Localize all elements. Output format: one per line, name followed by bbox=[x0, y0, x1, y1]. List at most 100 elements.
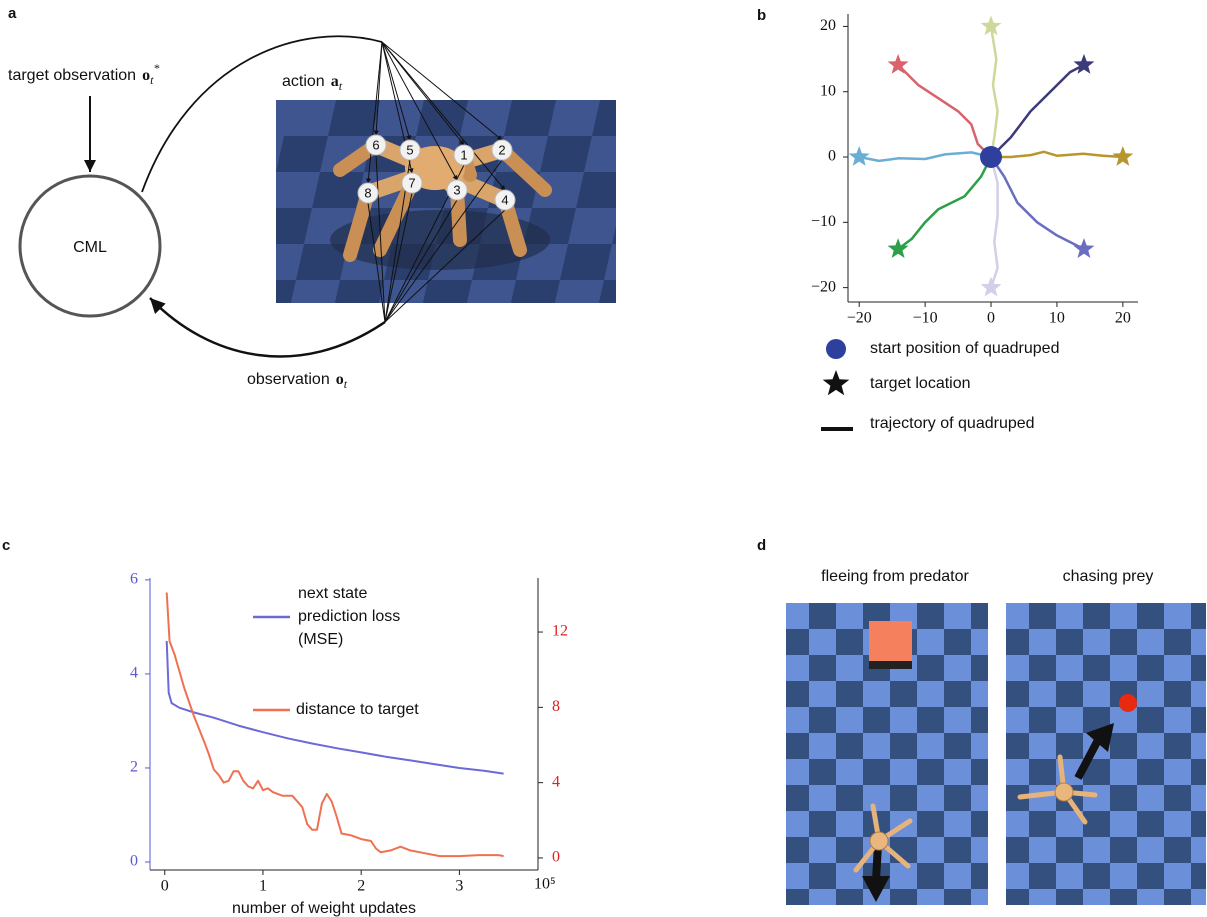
predator bbox=[869, 621, 912, 663]
legend-star bbox=[823, 370, 850, 395]
series-line bbox=[991, 65, 1084, 157]
board-tile bbox=[1029, 811, 1056, 837]
robot-image bbox=[244, 100, 680, 316]
board-tile bbox=[809, 603, 836, 629]
floor-tile bbox=[332, 280, 384, 316]
series-line bbox=[859, 152, 991, 161]
board-tile bbox=[1137, 603, 1164, 629]
target-text: target observation bbox=[8, 67, 136, 84]
y-tick-label: 2 bbox=[130, 759, 138, 776]
action-text: action bbox=[282, 73, 325, 90]
floor-tile bbox=[576, 172, 628, 208]
target-star bbox=[1112, 146, 1133, 166]
board-tile bbox=[944, 629, 971, 655]
board-tile bbox=[971, 655, 998, 681]
board-tile bbox=[1056, 837, 1083, 863]
board-tile bbox=[1191, 707, 1207, 733]
floor-tile bbox=[504, 100, 556, 136]
board-tile bbox=[890, 733, 917, 759]
series-line bbox=[991, 152, 1123, 157]
board-tile bbox=[809, 811, 836, 837]
board-tile bbox=[782, 785, 809, 811]
board-tile bbox=[917, 707, 944, 733]
panel-label: a bbox=[8, 5, 17, 22]
board-tile bbox=[917, 811, 944, 837]
x-axis-label: number of weight updates bbox=[232, 900, 416, 917]
board-tile bbox=[809, 759, 836, 785]
observation-text: observation bbox=[247, 371, 330, 388]
panel-label: b bbox=[757, 7, 766, 24]
board-tile bbox=[1002, 889, 1029, 915]
board-tile bbox=[836, 681, 863, 707]
board-tile bbox=[1110, 837, 1137, 863]
joint-label: 4 bbox=[501, 192, 508, 207]
legend-label: next state prediction loss (MSE) bbox=[298, 582, 428, 651]
target-symbol: o bbox=[142, 67, 150, 84]
floor-tile bbox=[312, 172, 364, 208]
board-tile bbox=[863, 759, 890, 785]
board-tile bbox=[1137, 707, 1164, 733]
board-tile bbox=[1191, 811, 1207, 837]
action-symbol: a bbox=[331, 73, 339, 90]
joint-label: 1 bbox=[460, 147, 467, 162]
board-tile bbox=[836, 785, 863, 811]
series-line bbox=[991, 157, 998, 288]
panel-label: c bbox=[2, 537, 10, 554]
prey bbox=[1119, 694, 1137, 712]
board-tile bbox=[917, 863, 944, 889]
model-label: CML bbox=[73, 239, 107, 256]
x-tick-label: 20 bbox=[1115, 310, 1131, 327]
board-tile bbox=[782, 889, 809, 915]
target-sub: t bbox=[150, 73, 154, 87]
joint-label: 3 bbox=[453, 182, 460, 197]
panel-title: chasing prey bbox=[1063, 568, 1154, 585]
board-tile bbox=[782, 733, 809, 759]
figure-svg: a b c d target observationot* CML action… bbox=[0, 0, 1207, 917]
floor-tile bbox=[276, 136, 328, 172]
legend-label: start position of quadruped bbox=[870, 340, 1059, 357]
board-tile bbox=[1191, 603, 1207, 629]
floor-tile bbox=[628, 136, 680, 172]
figure: a b c d target observationot* CML action… bbox=[0, 0, 1207, 917]
joint-label: 8 bbox=[364, 185, 371, 200]
floor-tile bbox=[612, 208, 664, 244]
board-tile bbox=[809, 655, 836, 681]
board-tile bbox=[890, 889, 917, 915]
observation-sub: t bbox=[344, 377, 348, 391]
board-tile bbox=[971, 863, 998, 889]
target-label: target observation ot* bbox=[8, 61, 159, 87]
board-tile bbox=[1164, 733, 1191, 759]
board-tile bbox=[1110, 629, 1137, 655]
board-tile bbox=[1164, 837, 1191, 863]
board-tile bbox=[836, 733, 863, 759]
board-tile bbox=[1083, 655, 1110, 681]
board-tile bbox=[1083, 603, 1110, 629]
board-tile bbox=[1056, 681, 1083, 707]
panel-label: d bbox=[757, 537, 766, 554]
action-sub: t bbox=[339, 79, 343, 93]
board-tile bbox=[1083, 863, 1110, 889]
target-sup: * bbox=[153, 61, 159, 75]
y2-tick-label: 8 bbox=[552, 698, 560, 715]
board-tile bbox=[809, 863, 836, 889]
board-tile bbox=[944, 733, 971, 759]
board bbox=[782, 603, 998, 915]
board-tile bbox=[1164, 785, 1191, 811]
board-tile bbox=[1029, 759, 1056, 785]
board-tile bbox=[971, 603, 998, 629]
floor-tile bbox=[560, 244, 612, 280]
board-tile bbox=[782, 837, 809, 863]
joint-label: 2 bbox=[498, 142, 505, 157]
x-tick-label: 0 bbox=[987, 310, 995, 327]
board-tile bbox=[1191, 655, 1207, 681]
floor-tile bbox=[508, 280, 560, 316]
target-star bbox=[888, 238, 909, 258]
board-tile bbox=[1137, 811, 1164, 837]
legend-dot bbox=[826, 339, 846, 359]
x-tick-label: 10 bbox=[1049, 310, 1065, 327]
board-tile bbox=[1083, 811, 1110, 837]
target-star bbox=[849, 146, 870, 166]
y-tick-label: 10 bbox=[820, 82, 836, 99]
floor-tile bbox=[244, 280, 296, 316]
x-tick-label: 3 bbox=[455, 878, 463, 895]
